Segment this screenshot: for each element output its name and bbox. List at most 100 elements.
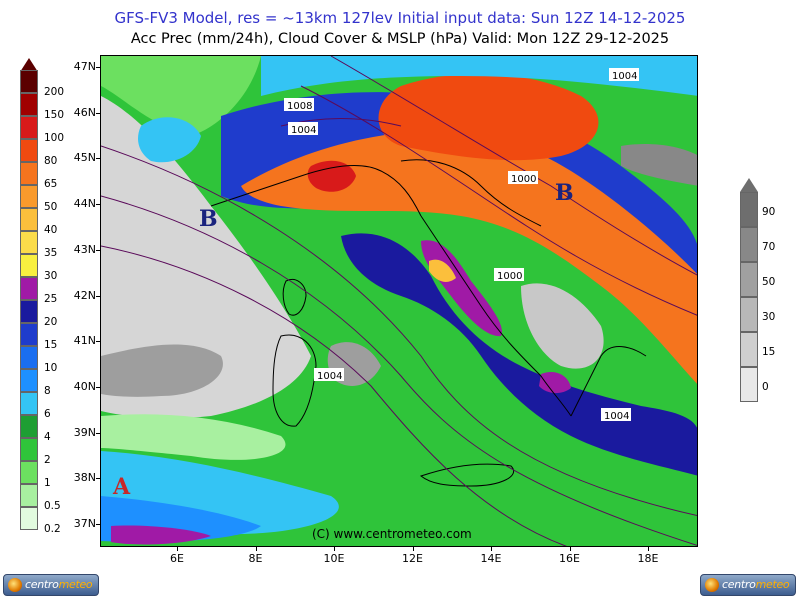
precip-legend-label: 0.5 [44, 500, 61, 512]
precip-legend-swatch [20, 139, 38, 162]
isobar-label: 1004 [291, 125, 316, 136]
latitude-tick [96, 341, 100, 343]
cloud-legend-swatch [740, 192, 758, 227]
latitude-label: 45N [73, 151, 96, 165]
coastlines [210, 159, 647, 487]
cyan-top [261, 56, 697, 96]
latitude-tick [96, 158, 100, 160]
precip-legend-label: 25 [44, 293, 58, 305]
cloud-cover-area-west [101, 96, 311, 419]
cloud-legend-cap [740, 178, 758, 192]
precip-legend-swatch [20, 185, 38, 208]
low-pressure-label: B [555, 180, 574, 206]
latitude-label: 38N [73, 471, 96, 485]
precip-legend-swatch [20, 369, 38, 392]
low-pressure-label: B [199, 206, 218, 232]
cloud-legend-label: 0 [762, 381, 769, 393]
precip-legend-label: 6 [44, 408, 51, 420]
latitude-label: 46N [73, 105, 96, 119]
precip-legend-swatch [20, 277, 38, 300]
precip-legend-label: 150 [44, 109, 65, 121]
precip-legend-label: 80 [44, 155, 58, 167]
precip-legend-swatch [20, 300, 38, 323]
cloud-cover-area-west-dark [101, 344, 223, 397]
precip-legend-swatch [20, 208, 38, 231]
latitude-tick [96, 386, 100, 388]
precip-legend-swatch [20, 438, 38, 461]
purple-spot-sw [111, 525, 211, 545]
precip-legend-swatch [20, 346, 38, 369]
latitude-label: 41N [73, 334, 96, 348]
dark-orange-center [307, 160, 356, 192]
orange-band-north [241, 130, 697, 384]
longitude-label: 18E [637, 552, 659, 565]
precip-legend-swatch [20, 70, 38, 93]
precip-legend-swatch [20, 507, 38, 530]
latitude-label: 47N [73, 60, 96, 73]
cloud-cover-legend: 90 70 50 30 15 0 [740, 176, 800, 426]
latitude-label: 37N [73, 517, 96, 530]
precip-legend-label: 40 [44, 224, 58, 236]
model-title: GFS-FV3 Model, res = ~13km 127lev Initia… [114, 9, 686, 27]
precip-legend-label: 10 [44, 362, 58, 374]
precip-legend-swatch [20, 461, 38, 484]
cloud-legend-swatch [740, 227, 758, 262]
latitude-label: 43N [73, 242, 96, 256]
precip-legend-label: 35 [44, 247, 58, 259]
latitude-label: 44N [73, 197, 96, 211]
longitude-label: 8E [248, 552, 263, 565]
magenta-spot-calabria [539, 371, 571, 394]
precip-legend-swatch [20, 392, 38, 415]
isobar-label: 1004 [604, 411, 629, 422]
precip-legend-label: 100 [44, 132, 65, 144]
precip-legend-swatch [20, 116, 38, 139]
precip-legend-label: 200 [44, 86, 65, 98]
logo-disc-icon [705, 578, 719, 592]
isobar-label: 1000 [497, 271, 522, 282]
precip-legend-label: 20 [44, 316, 58, 328]
latitude-tick [96, 478, 100, 480]
precip-legend-swatch [20, 231, 38, 254]
copyright-text: (C) www.centrometeo.com [312, 527, 472, 541]
precip-legend-label: 65 [44, 178, 58, 190]
longitude-label: 6E [170, 552, 184, 565]
precip-legend-label: 15 [44, 339, 58, 351]
precip-legend: 200 150 100 80 65 50 40 35 30 25 20 15 10 8 6 4 2 1 0.5 0.2 [20, 58, 80, 535]
latitude-tick [96, 524, 100, 525]
logo-brand-part: centro [25, 578, 59, 591]
precip-legend-swatch [20, 93, 38, 116]
longitude-label: 16E [559, 552, 580, 565]
precip-legend-label: 2 [44, 454, 51, 466]
latitude-tick [96, 249, 100, 251]
legend-cap [20, 58, 38, 72]
cloud-patch-south [521, 283, 604, 369]
precip-legend-label: 8 [44, 385, 51, 397]
cyan-cell-nw [138, 117, 201, 163]
longitude-label: 12E [402, 552, 423, 565]
cloud-legend-swatch [740, 332, 758, 367]
precip-legend-swatch [20, 484, 38, 507]
longitude-tick [412, 547, 414, 551]
precip-legend-label: 50 [44, 201, 58, 213]
forecast-map: 1008 1004 1004 1000 1000 1004 1004 B B A [100, 55, 698, 547]
light-green-sw [101, 414, 286, 460]
latitude-tick [96, 432, 100, 434]
cloud-legend-label: 90 [762, 206, 776, 218]
isobar-label: 1008 [287, 101, 312, 112]
precip-legend-label: 30 [44, 270, 58, 282]
latitude-label: 39N [73, 425, 96, 439]
latitude-tick [96, 112, 100, 114]
latitude-label: 42N [73, 288, 96, 302]
cloud-legend-label: 15 [762, 346, 776, 358]
isobar-label: 1000 [511, 174, 536, 185]
latitude-tick [96, 67, 100, 68]
logo-brand-part: meteo [755, 578, 790, 591]
precip-legend-label: 1 [44, 477, 51, 489]
logo-brand-part: meteo [58, 578, 93, 591]
isobar-label: 1004 [612, 71, 637, 82]
centrometeo-logo-left[interactable]: centrometeo [3, 574, 99, 596]
cloud-legend-swatch [740, 262, 758, 297]
centrometeo-logo-right[interactable]: centrometeo [700, 574, 796, 596]
longitude-tick [648, 547, 649, 551]
precip-legend-label: 0.2 [44, 523, 61, 535]
